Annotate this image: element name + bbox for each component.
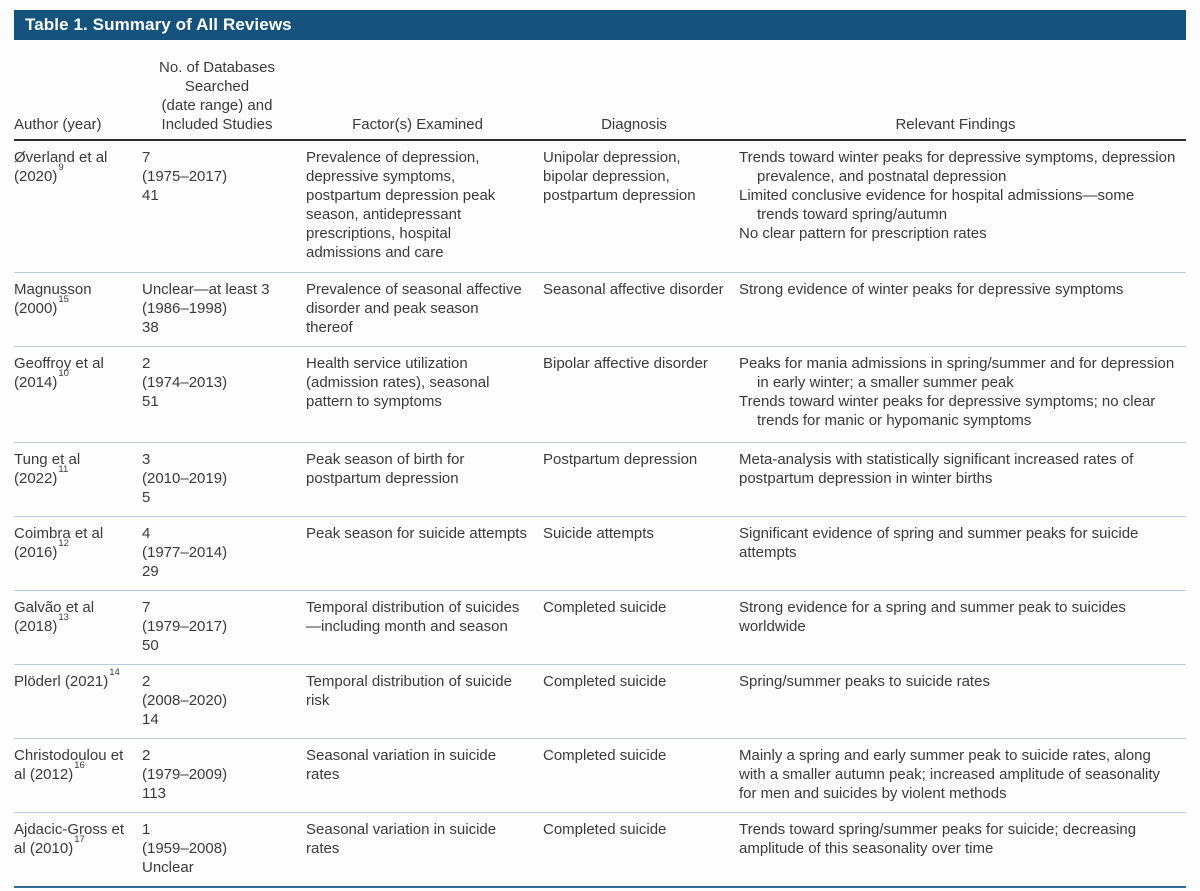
column-header-findings: Relevant Findings <box>895 116 1016 133</box>
diagnosis-cell: Completed suicide <box>543 599 667 616</box>
reference-superscript: 15 <box>58 294 69 305</box>
finding-item: Strong evidence of winter peaks for depr… <box>739 281 1124 298</box>
table-row: Coimbra et al (2016)12 4 (1977–2014) 29 … <box>14 517 1186 591</box>
findings-cell: Strong evidence of winter peaks for depr… <box>739 273 1186 346</box>
table-title: Table 1. Summary of All Reviews <box>25 15 292 34</box>
diagnosis-cell: Completed suicide <box>543 821 667 838</box>
diagnosis-cell: Unipolar depression, bipolar depression,… <box>543 149 696 204</box>
findings-cell: Meta-analysis with statistically signifi… <box>739 443 1186 516</box>
column-header-row: Author (year) No. of Databases Searched … <box>14 40 1186 141</box>
finding-item: Trends toward winter peaks for depressiv… <box>739 149 1176 185</box>
databases-cell: 2 (1974–2013) 51 <box>142 355 228 410</box>
author-cell: Christodoulou et al (2012)16 <box>14 739 142 812</box>
table-title-bar: Table 1. Summary of All Reviews <box>14 10 1186 40</box>
column-header-factors: Factor(s) Examined <box>352 116 483 133</box>
databases-cell: Unclear—at least 3 (1986–1998) 38 <box>142 281 270 336</box>
findings-cell: Mainly a spring and early summer peak to… <box>739 739 1186 812</box>
factors-cell: Seasonal variation in suicide rates <box>306 821 497 857</box>
diagnosis-cell: Completed suicide <box>543 673 667 690</box>
factors-cell: Seasonal variation in suicide rates <box>306 747 497 783</box>
diagnosis-cell: Suicide attempts <box>543 525 654 542</box>
author-cell: Ajdacic-Gross et al (2010)17 <box>14 813 142 886</box>
reference-superscript: 16 <box>74 760 85 771</box>
reference-superscript: 14 <box>109 667 120 678</box>
findings-cell: Trends toward spring/summer peaks for su… <box>739 813 1186 886</box>
table-row: Ajdacic-Gross et al (2010)17 1 (1959–200… <box>14 813 1186 888</box>
finding-item: Peaks for mania admissions in spring/sum… <box>739 355 1175 391</box>
diagnosis-cell: Completed suicide <box>543 747 667 764</box>
finding-item: Limited conclusive evidence for hospital… <box>739 187 1135 223</box>
column-header-author: Author (year) <box>14 116 102 133</box>
finding-item: Mainly a spring and early summer peak to… <box>739 747 1161 802</box>
factors-cell: Health service utilization (admission ra… <box>306 355 490 410</box>
table-row: Geoffroy et al (2014)10 2 (1974–2013) 51… <box>14 347 1186 443</box>
databases-cell: 4 (1977–2014) 29 <box>142 525 228 580</box>
databases-cell: 3 (2010–2019) 5 <box>142 451 228 506</box>
author-name: Øverland et al (2020) <box>14 149 108 185</box>
databases-cell: 1 (1959–2008) Unclear <box>142 821 228 876</box>
table-row: Tung et al (2022)11 3 (2010–2019) 5 Peak… <box>14 443 1186 517</box>
author-cell: Geoffroy et al (2014)10 <box>14 347 142 442</box>
author-name: Tung et al (2022) <box>14 451 81 487</box>
finding-item: Strong evidence for a spring and summer … <box>739 599 1126 635</box>
findings-cell: Trends toward winter peaks for depressiv… <box>739 141 1186 272</box>
databases-cell: 2 (2008–2020) 14 <box>142 673 228 728</box>
factors-cell: Prevalence of depression, depressive sym… <box>306 149 496 261</box>
factors-cell: Prevalence of seasonal affective disorde… <box>306 281 522 336</box>
author-name: Christodoulou et al (2012) <box>14 747 124 783</box>
table-row: Magnusson (2000)15 Unclear—at least 3 (1… <box>14 273 1186 347</box>
author-name: Geoffroy et al (2014) <box>14 355 104 391</box>
findings-cell: Strong evidence for a spring and summer … <box>739 591 1186 664</box>
factors-cell: Peak season of birth for postpartum depr… <box>306 451 465 487</box>
table-row: Galvão et al (2018)13 7 (1979–2017) 50 T… <box>14 591 1186 665</box>
databases-cell: 2 (1979–2009) 113 <box>142 747 228 802</box>
author-name: Ajdacic-Gross et al (2010) <box>14 821 125 857</box>
factors-cell: Peak season for suicide attempts <box>306 525 527 542</box>
author-name: Coimbra et al (2016) <box>14 525 104 561</box>
table-row: Plöderl (2021)14 2 (2008–2020) 14 Tempor… <box>14 665 1186 739</box>
author-cell: Øverland et al (2020)9 <box>14 141 142 272</box>
author-cell: Galvão et al (2018)13 <box>14 591 142 664</box>
diagnosis-cell: Bipolar affective disorder <box>543 355 708 372</box>
author-cell: Coimbra et al (2016)12 <box>14 517 142 590</box>
finding-item: No clear pattern for prescription rates <box>739 225 987 242</box>
author-name: Galvão et al (2018) <box>14 599 95 635</box>
findings-cell: Peaks for mania admissions in spring/sum… <box>739 347 1186 442</box>
author-name: Plöderl (2021) <box>14 673 109 690</box>
author-cell: Plöderl (2021)14 <box>14 665 142 738</box>
reference-superscript: 9 <box>58 162 64 173</box>
findings-cell: Spring/summer peaks to suicide rates <box>739 665 1186 738</box>
reference-superscript: 11 <box>58 464 69 475</box>
reference-superscript: 12 <box>58 538 69 549</box>
column-header-diagnosis: Diagnosis <box>601 116 667 133</box>
findings-cell: Significant evidence of spring and summe… <box>739 517 1186 590</box>
author-cell: Magnusson (2000)15 <box>14 273 142 346</box>
finding-item: Spring/summer peaks to suicide rates <box>739 673 990 690</box>
factors-cell: Temporal distribution of suicide risk <box>306 673 512 709</box>
finding-item: Significant evidence of spring and summe… <box>739 525 1139 561</box>
column-header-databases: No. of Databases Searched (date range) a… <box>159 59 275 133</box>
factors-cell: Temporal distribution of suicides—includ… <box>306 599 520 635</box>
author-name: Magnusson (2000) <box>14 281 92 317</box>
databases-cell: 7 (1979–2017) 50 <box>142 599 228 654</box>
table-row: Øverland et al (2020)9 7 (1975–2017) 41 … <box>14 141 1186 273</box>
diagnosis-cell: Postpartum depression <box>543 451 698 468</box>
table-row: Christodoulou et al (2012)16 2 (1979–200… <box>14 739 1186 813</box>
diagnosis-cell: Seasonal affective disorder <box>543 281 724 298</box>
finding-item: Meta-analysis with statistically signifi… <box>739 451 1134 487</box>
databases-cell: 7 (1975–2017) 41 <box>142 149 228 204</box>
reference-superscript: 10 <box>58 368 69 379</box>
reference-superscript: 13 <box>58 612 69 623</box>
reference-superscript: 17 <box>74 834 85 845</box>
author-cell: Tung et al (2022)11 <box>14 443 142 516</box>
summary-table: Table 1. Summary of All Reviews Author (… <box>14 10 1186 888</box>
finding-item: Trends toward spring/summer peaks for su… <box>739 821 1137 857</box>
finding-item: Trends toward winter peaks for depressiv… <box>739 393 1156 429</box>
